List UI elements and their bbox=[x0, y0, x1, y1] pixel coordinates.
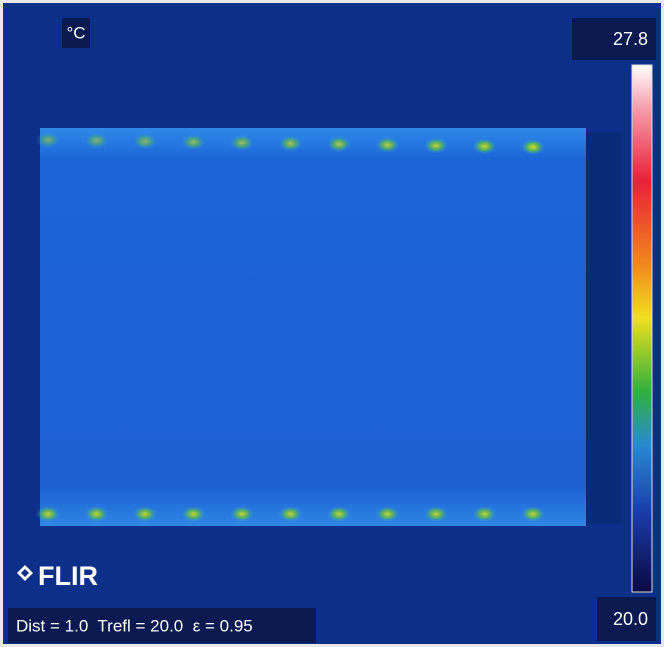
hot-spot bbox=[327, 506, 351, 522]
hot-spot bbox=[133, 506, 157, 522]
hot-spot bbox=[521, 139, 545, 155]
hot-spot bbox=[181, 506, 206, 522]
hot-spot bbox=[133, 133, 157, 150]
hot-spot bbox=[230, 506, 254, 522]
hot-spot bbox=[424, 137, 448, 154]
hot-spot bbox=[36, 506, 60, 522]
scale-max: 27.8 bbox=[613, 29, 648, 49]
hot-spot bbox=[472, 138, 497, 155]
hot-spot bbox=[230, 134, 254, 151]
hot-spot bbox=[278, 135, 303, 152]
min-box bbox=[597, 597, 656, 641]
hot-spot bbox=[521, 506, 545, 522]
hot-spot bbox=[424, 506, 448, 522]
hot-spot bbox=[36, 132, 60, 148]
hot-spot bbox=[327, 136, 351, 153]
hot-spot bbox=[278, 506, 303, 522]
color-scale bbox=[631, 64, 653, 593]
hot-spot bbox=[472, 506, 497, 522]
hot-spot bbox=[84, 132, 109, 149]
hot-spot bbox=[181, 134, 206, 151]
hot-spot bbox=[375, 506, 400, 522]
brand: FLIR bbox=[38, 561, 98, 591]
unit: °C bbox=[66, 23, 85, 42]
scale-min: 20.0 bbox=[613, 609, 648, 629]
shadow-strip bbox=[585, 132, 621, 524]
hot-spots bbox=[36, 132, 545, 522]
hot-spot bbox=[84, 506, 109, 522]
unit-box bbox=[62, 18, 90, 48]
status-box bbox=[8, 608, 316, 643]
panel bbox=[40, 128, 586, 526]
hot-spot bbox=[375, 136, 400, 153]
status: Dist = 1.0 Trefl = 20.0 ε = 0.95 bbox=[16, 616, 253, 635]
max-box bbox=[572, 18, 656, 60]
logo-mark bbox=[17, 565, 33, 581]
